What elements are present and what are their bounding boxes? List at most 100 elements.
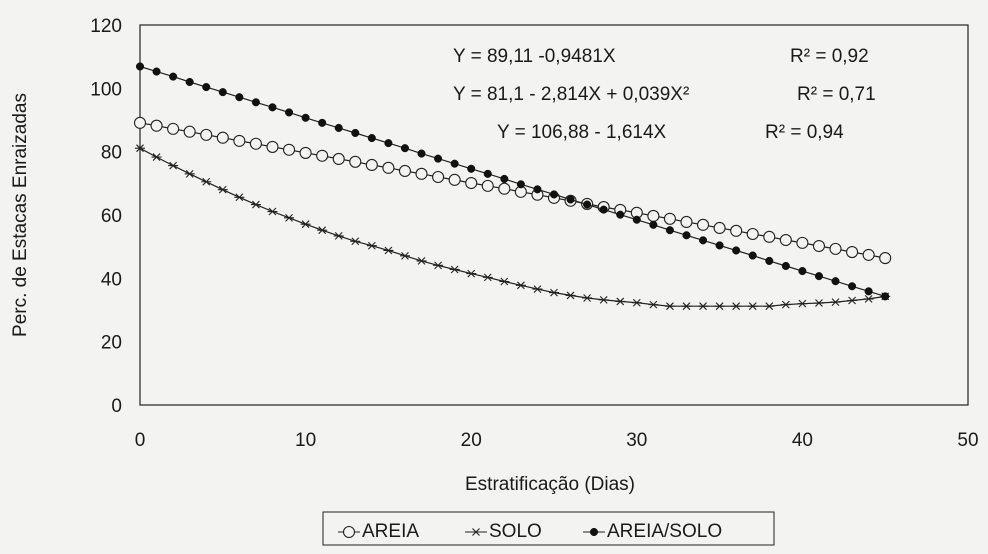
data-point xyxy=(282,143,296,156)
data-point xyxy=(665,226,674,235)
data-point xyxy=(382,161,395,174)
legend-marker xyxy=(589,527,599,537)
data-point xyxy=(185,77,194,87)
data-point xyxy=(663,212,676,225)
data-point xyxy=(233,134,246,147)
x-tick-label: 30 xyxy=(626,430,647,451)
data-point xyxy=(152,67,161,76)
data-point xyxy=(781,261,790,271)
legend-marker xyxy=(342,525,356,539)
data-point xyxy=(696,218,710,231)
data-point xyxy=(135,144,145,153)
data-point xyxy=(398,164,412,178)
data-point xyxy=(332,152,345,165)
data-point xyxy=(184,169,195,178)
series-solo xyxy=(135,144,891,311)
data-point xyxy=(532,285,543,293)
data-point xyxy=(400,144,410,153)
legend-label: AREIA/SOLO xyxy=(607,521,722,542)
data-point xyxy=(465,176,478,190)
x-tick-label: 50 xyxy=(957,430,978,451)
data-point xyxy=(384,139,393,148)
data-point xyxy=(399,251,410,260)
data-point xyxy=(515,281,526,290)
data-point xyxy=(334,123,343,132)
data-point xyxy=(746,227,759,241)
x-tick-label: 10 xyxy=(295,430,316,451)
data-point xyxy=(632,215,641,224)
data-point xyxy=(764,302,775,311)
data-point xyxy=(829,242,842,255)
data-point xyxy=(566,195,575,204)
data-point xyxy=(715,241,724,250)
data-point xyxy=(565,291,576,300)
x-axis-title: Estratificação (Dias) xyxy=(465,474,635,495)
legend-item: SOLO xyxy=(465,521,542,542)
data-point xyxy=(350,237,361,246)
data-point xyxy=(450,159,459,168)
data-point xyxy=(200,128,213,141)
data-point xyxy=(466,269,477,278)
data-point xyxy=(516,180,525,189)
legend-box xyxy=(322,511,775,546)
data-point xyxy=(218,88,227,97)
data-point xyxy=(434,154,443,163)
legend-marker xyxy=(471,528,481,536)
data-point xyxy=(284,108,294,117)
data-point xyxy=(847,296,858,305)
data-point xyxy=(168,161,179,170)
x-tick-label: 20 xyxy=(461,430,482,451)
data-point xyxy=(599,205,608,214)
data-point xyxy=(779,233,792,247)
data-point xyxy=(299,146,312,159)
data-point xyxy=(681,302,692,311)
series-line xyxy=(139,65,886,297)
legend-item: AREIA xyxy=(338,521,419,542)
data-point xyxy=(135,62,145,71)
data-point xyxy=(318,118,327,127)
data-point xyxy=(730,224,743,237)
data-point xyxy=(316,149,329,162)
legend: AREIA SOLO AREIA/SOLO xyxy=(322,511,775,546)
data-point xyxy=(183,125,196,138)
data-point xyxy=(879,252,892,265)
data-point xyxy=(268,103,277,112)
data-point xyxy=(250,200,261,209)
y-tick-label: 100 xyxy=(90,79,122,100)
data-point xyxy=(797,299,808,308)
data-point xyxy=(732,246,741,255)
data-point xyxy=(251,98,260,107)
data-point xyxy=(415,167,428,180)
data-point xyxy=(234,193,245,202)
data-point xyxy=(862,248,875,261)
data-point xyxy=(846,246,859,259)
data-point xyxy=(615,297,626,306)
data-point xyxy=(432,170,445,184)
y-tick-label: 40 xyxy=(101,269,122,290)
data-point xyxy=(714,302,725,311)
y-tick-label: 80 xyxy=(101,143,122,164)
data-point xyxy=(533,185,542,194)
legend-label: AREIA xyxy=(362,521,419,542)
data-point xyxy=(698,236,708,245)
data-point xyxy=(349,155,362,168)
data-point xyxy=(664,302,675,311)
data-point xyxy=(682,231,691,240)
y-tick-label: 120 xyxy=(90,16,122,37)
data-point xyxy=(366,241,377,250)
data-point xyxy=(647,209,660,222)
data-point xyxy=(367,134,376,143)
data-point xyxy=(780,300,791,309)
data-point xyxy=(748,251,757,260)
series-line xyxy=(139,122,886,259)
data-point xyxy=(449,265,460,274)
data-point xyxy=(830,298,841,306)
series-layer xyxy=(133,62,892,311)
data-point xyxy=(698,302,709,311)
annotation-eq-areia: Y = 89,11 -0,9481X xyxy=(453,46,616,67)
data-point xyxy=(549,288,559,297)
data-point xyxy=(796,236,809,249)
data-point xyxy=(763,230,776,243)
